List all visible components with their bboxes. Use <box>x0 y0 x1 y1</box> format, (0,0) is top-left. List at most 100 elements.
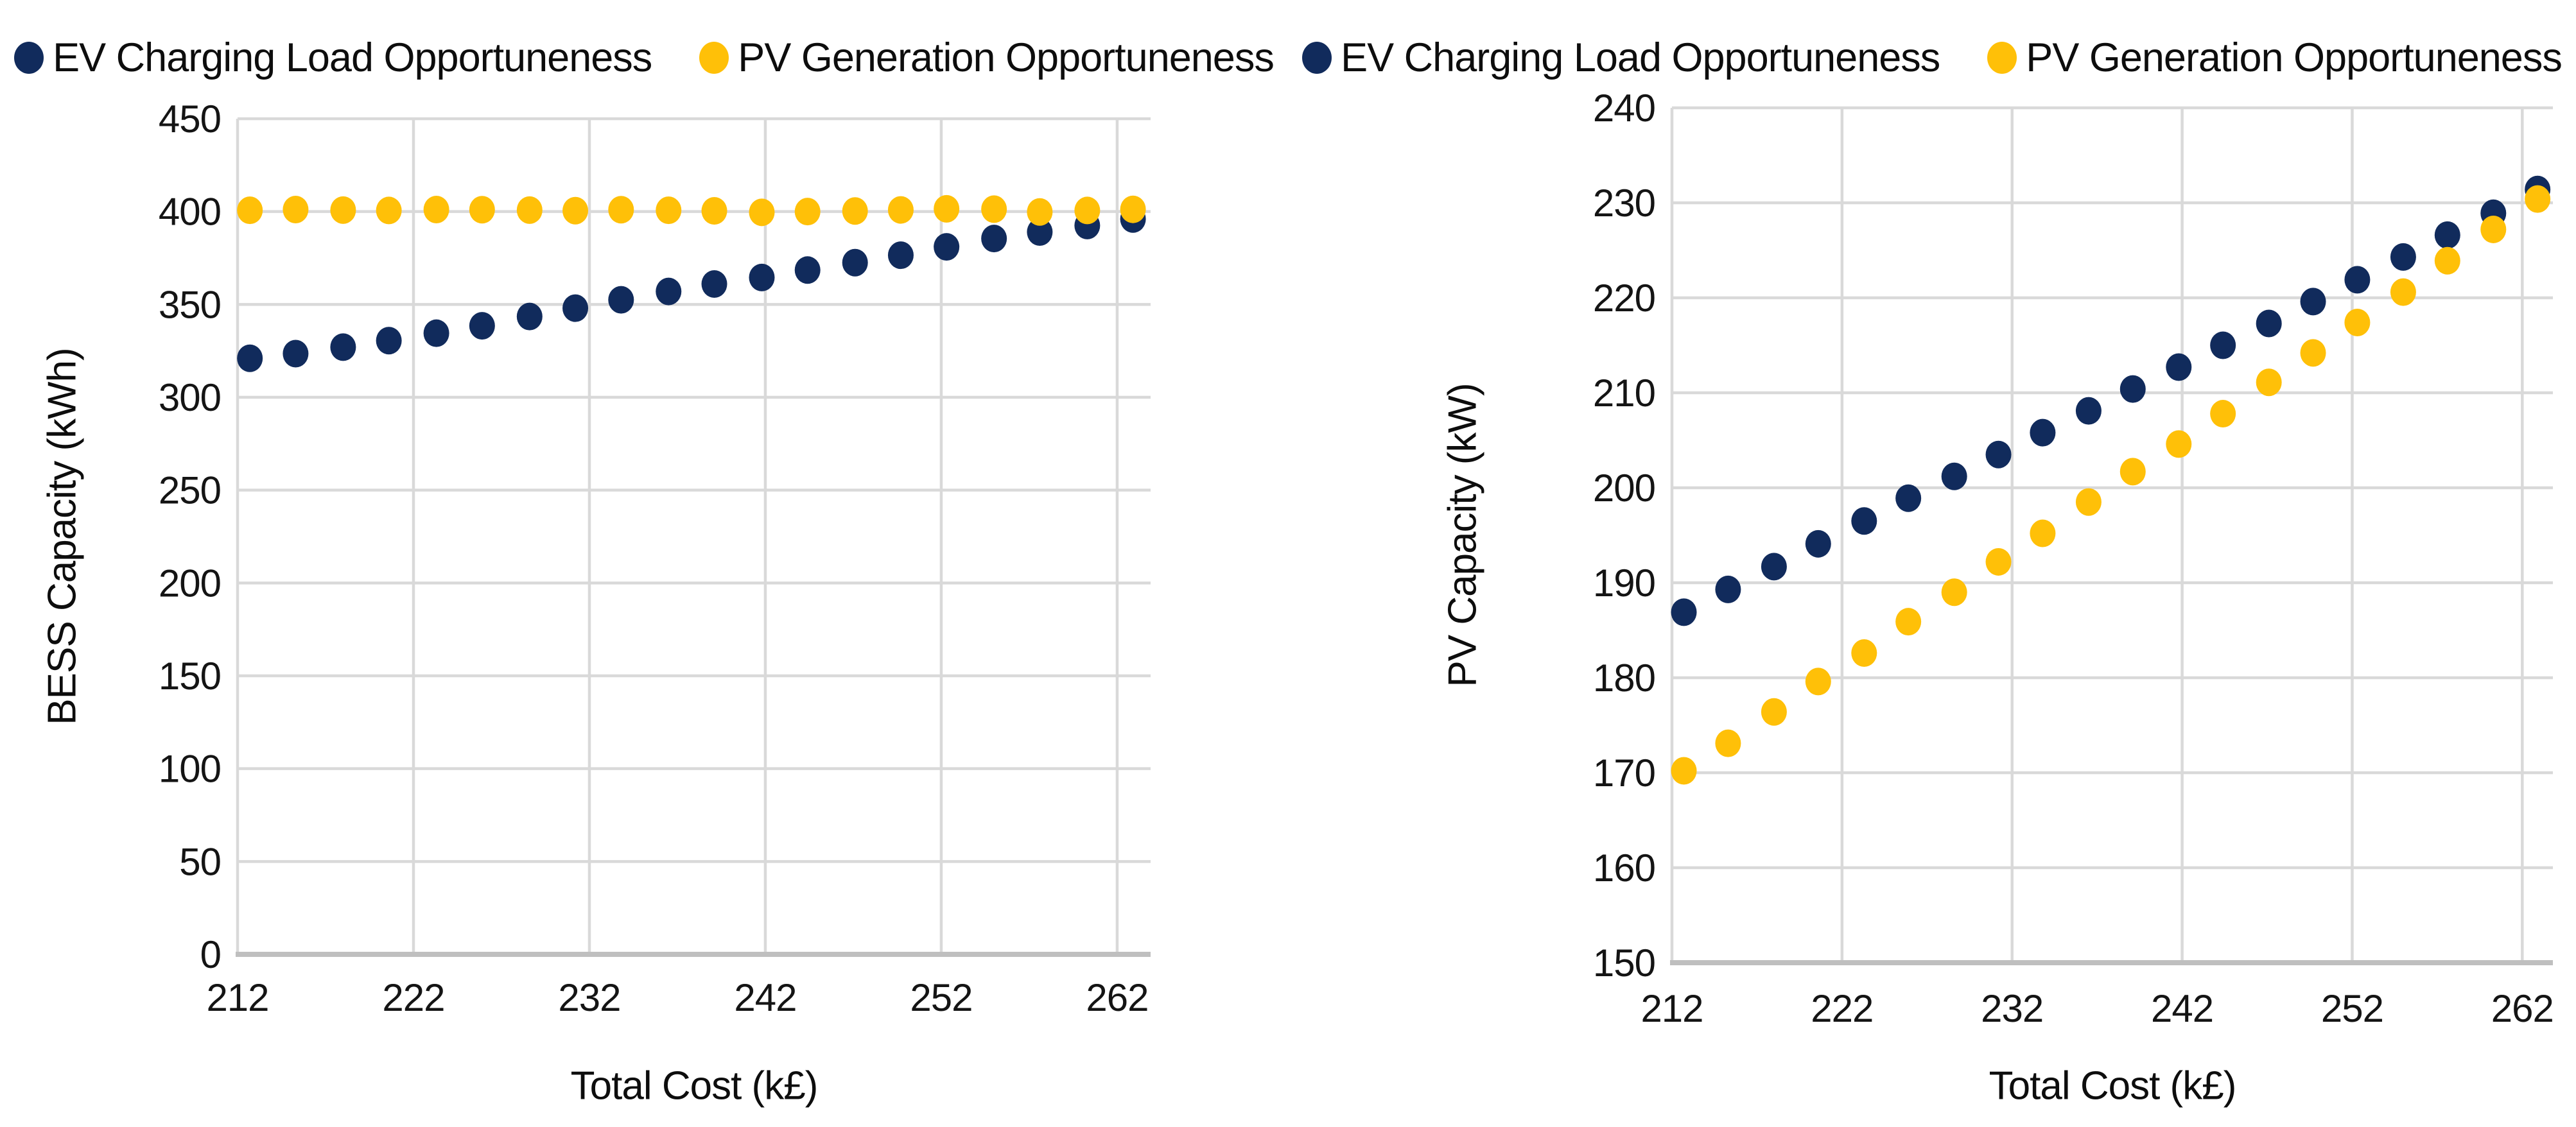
data-point-ev <box>2210 331 2236 359</box>
data-point-ev <box>1851 507 1877 535</box>
data-point-pv <box>376 196 402 225</box>
data-point-pv <box>2119 458 2146 486</box>
y-tick-label: 200 <box>1593 467 1655 510</box>
x-tick-label: 262 <box>2491 987 2554 1030</box>
data-point-ev <box>656 277 682 305</box>
data-point-pv <box>1941 578 1967 607</box>
y-tick-label: 450 <box>159 98 221 141</box>
data-point-pv <box>2344 308 2371 336</box>
data-point-ev <box>2119 375 2146 403</box>
y-tick-label: 210 <box>1593 372 1655 415</box>
y-tick-label: 170 <box>1593 752 1655 795</box>
data-point-pv <box>469 196 495 224</box>
data-point-pv <box>701 197 727 225</box>
data-point-ev <box>1941 462 1967 490</box>
data-point-ev <box>2434 221 2460 249</box>
data-point-ev <box>376 327 402 355</box>
legend-item-pv: PV Generation Opportuneness <box>699 35 1275 81</box>
data-point-pv <box>1851 639 1877 667</box>
data-point-ev <box>330 333 356 361</box>
data-point-pv <box>1027 198 1053 226</box>
data-point-ev <box>2344 266 2371 294</box>
legend-label-ev: EV Charging Load Opportuneness <box>53 35 652 80</box>
data-point-pv <box>1985 547 2012 576</box>
y-tick-label: 180 <box>1593 657 1655 700</box>
data-point-ev <box>1761 553 1787 581</box>
y-tick-label: 190 <box>1593 562 1655 605</box>
data-point-ev <box>887 241 914 270</box>
data-point-ev <box>1985 440 2012 469</box>
legend-marker-pv-icon <box>699 42 729 74</box>
pv-plot-area: 150 160 170 180 190 200 210 220 230 240 212 222 232 2… <box>1593 87 2554 1030</box>
data-point-pv <box>1761 698 1787 726</box>
data-point-pv <box>934 194 960 223</box>
x-tick-label: 222 <box>1811 987 1873 1030</box>
data-point-pv <box>2480 215 2507 243</box>
data-point-pv <box>608 196 634 224</box>
data-point-pv <box>794 198 821 226</box>
data-point-ev <box>562 294 589 322</box>
data-point-ev <box>2030 418 2056 447</box>
data-point-ev <box>237 344 263 372</box>
legend-item-ev: EV Charging Load Opportuneness <box>1302 35 1940 81</box>
data-point-ev <box>469 312 495 340</box>
legend-label-pv: PV Generation Opportuneness <box>738 35 1275 80</box>
data-point-pv <box>2525 185 2551 213</box>
data-point-ev <box>1805 529 1831 558</box>
data-point-pv <box>2390 278 2416 306</box>
x-tick-label: 262 <box>1086 976 1148 1019</box>
data-point-ev <box>1715 575 1741 603</box>
pv-capacity-chart: EV Charging Load Opportuneness PV Genera… <box>1288 0 2576 1127</box>
x-tick-label: 242 <box>2151 987 2213 1030</box>
y-tick-label: 250 <box>159 469 221 512</box>
data-point-ev <box>2300 288 2326 316</box>
data-point-ev <box>2075 397 2102 425</box>
y-tick-label: 200 <box>159 562 221 605</box>
x-tick-label: 252 <box>910 976 972 1019</box>
y-axis-title-pv: PV Capacity (kW) <box>1440 383 1485 687</box>
data-point-pv <box>2300 339 2326 367</box>
data-point-pv <box>423 195 449 223</box>
data-point-ev <box>608 286 634 314</box>
data-point-pv <box>981 195 1007 223</box>
y-tick-label: 230 <box>1593 182 1655 225</box>
x-tick-label: 252 <box>2321 987 2383 1030</box>
data-point-pv <box>562 196 589 225</box>
x-tick-label: 242 <box>734 976 796 1019</box>
chart-legend: EV Charging Load Opportuneness PV Genera… <box>0 31 1288 85</box>
data-point-ev <box>842 248 868 277</box>
data-point-pv <box>1671 757 1697 785</box>
data-point-pv <box>1805 667 1831 696</box>
legend-label-ev: EV Charging Load Opportuneness <box>1341 35 1940 80</box>
legend-marker-ev-icon <box>14 42 44 74</box>
x-tick-label: 232 <box>1981 987 2043 1030</box>
data-point-ev <box>749 263 775 291</box>
legend-item-ev: EV Charging Load Opportuneness <box>14 35 652 81</box>
x-tick-label: 212 <box>1640 987 1703 1030</box>
y-tick-label: 50 <box>179 840 221 883</box>
data-point-pv <box>283 195 309 223</box>
data-point-pv <box>1120 195 1146 223</box>
x-axis-title-total-cost: Total Cost (k£) <box>1989 1063 2237 1108</box>
y-axis-title-bess: BESS Capacity (kWh) <box>40 348 85 725</box>
y-tick-label: 350 <box>159 283 221 326</box>
data-point-pv <box>656 196 682 225</box>
y-tick-label: 0 <box>200 933 221 976</box>
legend-label-pv: PV Generation Opportuneness <box>2026 35 2563 80</box>
data-point-pv <box>330 196 356 224</box>
y-tick-label: 400 <box>159 191 221 234</box>
y-tick-label: 150 <box>159 655 221 698</box>
y-tick-label: 300 <box>159 376 221 419</box>
y-tick-label: 220 <box>1593 277 1655 320</box>
data-point-ev <box>2166 353 2192 381</box>
data-point-pv <box>1895 608 1922 636</box>
data-point-ev <box>423 319 449 347</box>
data-point-ev <box>2256 309 2282 338</box>
data-point-pv <box>2210 400 2236 428</box>
x-tick-label: 212 <box>206 976 268 1019</box>
data-point-ev <box>794 256 821 284</box>
data-point-pv <box>516 196 543 224</box>
data-point-ev <box>283 340 309 368</box>
data-point-pv <box>2030 519 2056 547</box>
y-tick-label: 100 <box>159 748 221 791</box>
